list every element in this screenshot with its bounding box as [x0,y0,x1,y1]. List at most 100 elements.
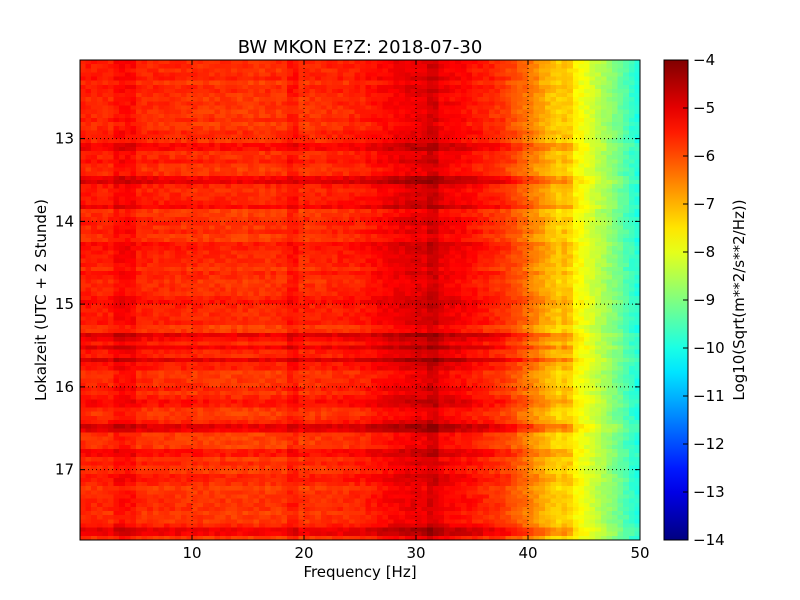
heatmap-cell [371,233,378,239]
heatmap-cell [136,88,143,94]
heatmap-cell [477,250,484,256]
heatmap-cell [136,76,143,82]
heatmap-cell [572,126,579,131]
heatmap-cell [360,60,367,65]
heatmap-cell [410,188,417,194]
heatmap-cell [376,196,383,202]
heatmap-cell [197,64,204,69]
heatmap-cell [124,163,131,169]
heatmap-cell [208,229,215,235]
heatmap-cell [164,200,171,206]
heatmap-cell [360,221,367,227]
heatmap-cell [91,159,98,165]
heatmap-cell [304,113,311,119]
heatmap-cell [85,221,92,227]
heatmap-cell [152,262,159,268]
heatmap-cell [595,237,602,243]
heatmap-cell [136,246,143,251]
heatmap-cell [270,93,277,98]
heatmap-cell [623,233,630,239]
heatmap-cell [628,72,635,78]
heatmap-cell [309,167,316,173]
heatmap-cell [113,146,120,152]
heatmap-cell [578,122,585,127]
heatmap-cell [80,221,87,227]
heatmap-cell [589,262,596,268]
heatmap-cell [225,122,232,127]
heatmap-cell [326,155,333,160]
heatmap-cell [516,60,523,65]
heatmap-cell [292,126,299,131]
heatmap-cell [236,196,243,202]
heatmap-cell [264,175,271,181]
heatmap-cell [186,84,193,90]
heatmap-cell [102,225,109,231]
heatmap-cell [309,200,316,206]
heatmap-cell [343,113,350,119]
heatmap-cell [388,250,395,256]
heatmap-cell [488,250,495,256]
heatmap-cell [208,159,215,165]
heatmap-cell [197,213,204,218]
heatmap-cell [214,134,221,140]
heatmap-cell [169,237,176,243]
heatmap-cell [152,188,159,194]
heatmap-cell [270,221,277,227]
heatmap-cell [600,184,607,189]
heatmap-cell [298,163,305,169]
heatmap-cell [152,213,159,218]
heatmap-cell [231,64,238,69]
heatmap-cell [488,213,495,218]
heatmap-cell [438,138,445,144]
heatmap-cell [528,163,535,169]
heatmap-cell [231,122,238,127]
heatmap-cell [432,122,439,127]
heatmap-cell [589,84,596,90]
heatmap-cell [348,242,355,247]
heatmap-cell [152,72,159,78]
heatmap-cell [360,134,367,140]
heatmap-cell [354,184,361,189]
heatmap-cell [494,250,501,256]
heatmap-cell [348,80,355,86]
heatmap-cell [292,64,299,69]
heatmap-cell [264,122,271,127]
heatmap-cell [113,101,120,107]
heatmap-cell [634,138,641,144]
heatmap-cell [399,88,406,94]
heatmap-cell [584,188,591,194]
heatmap-cell [315,167,322,173]
heatmap-cell [628,113,635,119]
heatmap-cell [326,84,333,90]
heatmap-cell [208,254,215,260]
heatmap-cell [326,130,333,136]
heatmap-cell [623,122,630,127]
heatmap-cell [533,101,540,107]
heatmap-cell [410,208,417,214]
heatmap-cell [388,171,395,177]
heatmap-cell [623,229,630,235]
heatmap-cell [343,155,350,160]
heatmap-cell [259,93,266,98]
heatmap-cell [421,142,428,148]
heatmap-cell [186,122,193,127]
heatmap-cell [416,64,423,69]
heatmap-cell [399,262,406,268]
heatmap-cell [455,130,462,136]
heatmap-cell [152,60,159,65]
heatmap-cell [544,225,551,231]
heatmap-cell [270,262,277,268]
heatmap-cell [332,113,339,119]
heatmap-cell [141,167,148,173]
heatmap-cell [595,258,602,264]
heatmap-cell [169,213,176,218]
heatmap-cell [124,155,131,160]
heatmap-cell [528,155,535,160]
heatmap-cell [444,105,451,111]
heatmap-cell [511,171,518,177]
heatmap-cell [360,188,367,194]
heatmap-cell [455,175,462,181]
heatmap-cell [292,246,299,251]
heatmap-cell [600,122,607,127]
heatmap-cell [337,233,344,239]
